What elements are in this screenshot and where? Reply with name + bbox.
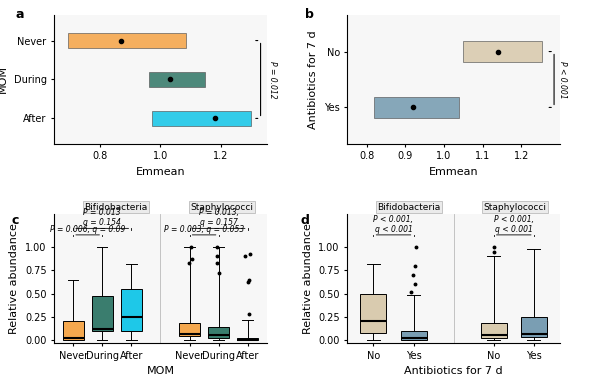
PathPatch shape (237, 338, 258, 340)
X-axis label: MOM: MOM (146, 366, 175, 376)
Text: Bifidobacteria: Bifidobacteria (377, 203, 441, 212)
Text: d: d (300, 215, 309, 227)
Y-axis label: Antibiotics for 7 d: Antibiotics for 7 d (308, 30, 318, 129)
Y-axis label: Relative abundance: Relative abundance (10, 223, 19, 334)
Bar (149, 72, 205, 87)
X-axis label: Antibiotics for 7 d: Antibiotics for 7 d (405, 366, 503, 376)
Text: Staphylococci: Staphylococci (484, 203, 547, 212)
PathPatch shape (208, 327, 229, 338)
Text: a: a (16, 8, 25, 21)
Text: P < 0.001: P < 0.001 (558, 61, 567, 98)
Text: P = 0.012: P = 0.012 (268, 61, 277, 98)
Text: b: b (305, 8, 314, 21)
Text: P = 0.003, q = 0.053: P = 0.003, q = 0.053 (164, 225, 244, 234)
Text: Staphylococci: Staphylococci (190, 203, 253, 212)
Text: c: c (11, 215, 19, 227)
Bar (152, 111, 251, 126)
Y-axis label: Relative abundance: Relative abundance (303, 223, 312, 334)
Y-axis label: MOM: MOM (0, 66, 8, 93)
PathPatch shape (179, 323, 200, 336)
Text: P = 0.013,
q = 0.157: P = 0.013, q = 0.157 (199, 208, 238, 227)
PathPatch shape (121, 289, 142, 331)
PathPatch shape (361, 293, 386, 333)
PathPatch shape (92, 296, 113, 331)
PathPatch shape (480, 323, 507, 338)
Text: P = 0.006, q = 0.09: P = 0.006, q = 0.09 (50, 225, 125, 234)
Bar (464, 41, 542, 62)
Text: P = 0.013
q = 0.154: P = 0.013 q = 0.154 (83, 208, 121, 227)
PathPatch shape (521, 317, 547, 337)
Text: P < 0.001,
q < 0.001: P < 0.001, q < 0.001 (494, 215, 534, 234)
Text: P < 0.001,
q < 0.001: P < 0.001, q < 0.001 (373, 215, 414, 234)
Bar (374, 97, 459, 118)
Text: Bifidobacteria: Bifidobacteria (84, 203, 147, 212)
PathPatch shape (400, 331, 427, 340)
Bar (68, 33, 186, 48)
X-axis label: Emmean: Emmean (429, 167, 479, 177)
X-axis label: Emmean: Emmean (135, 167, 185, 177)
PathPatch shape (63, 322, 84, 340)
